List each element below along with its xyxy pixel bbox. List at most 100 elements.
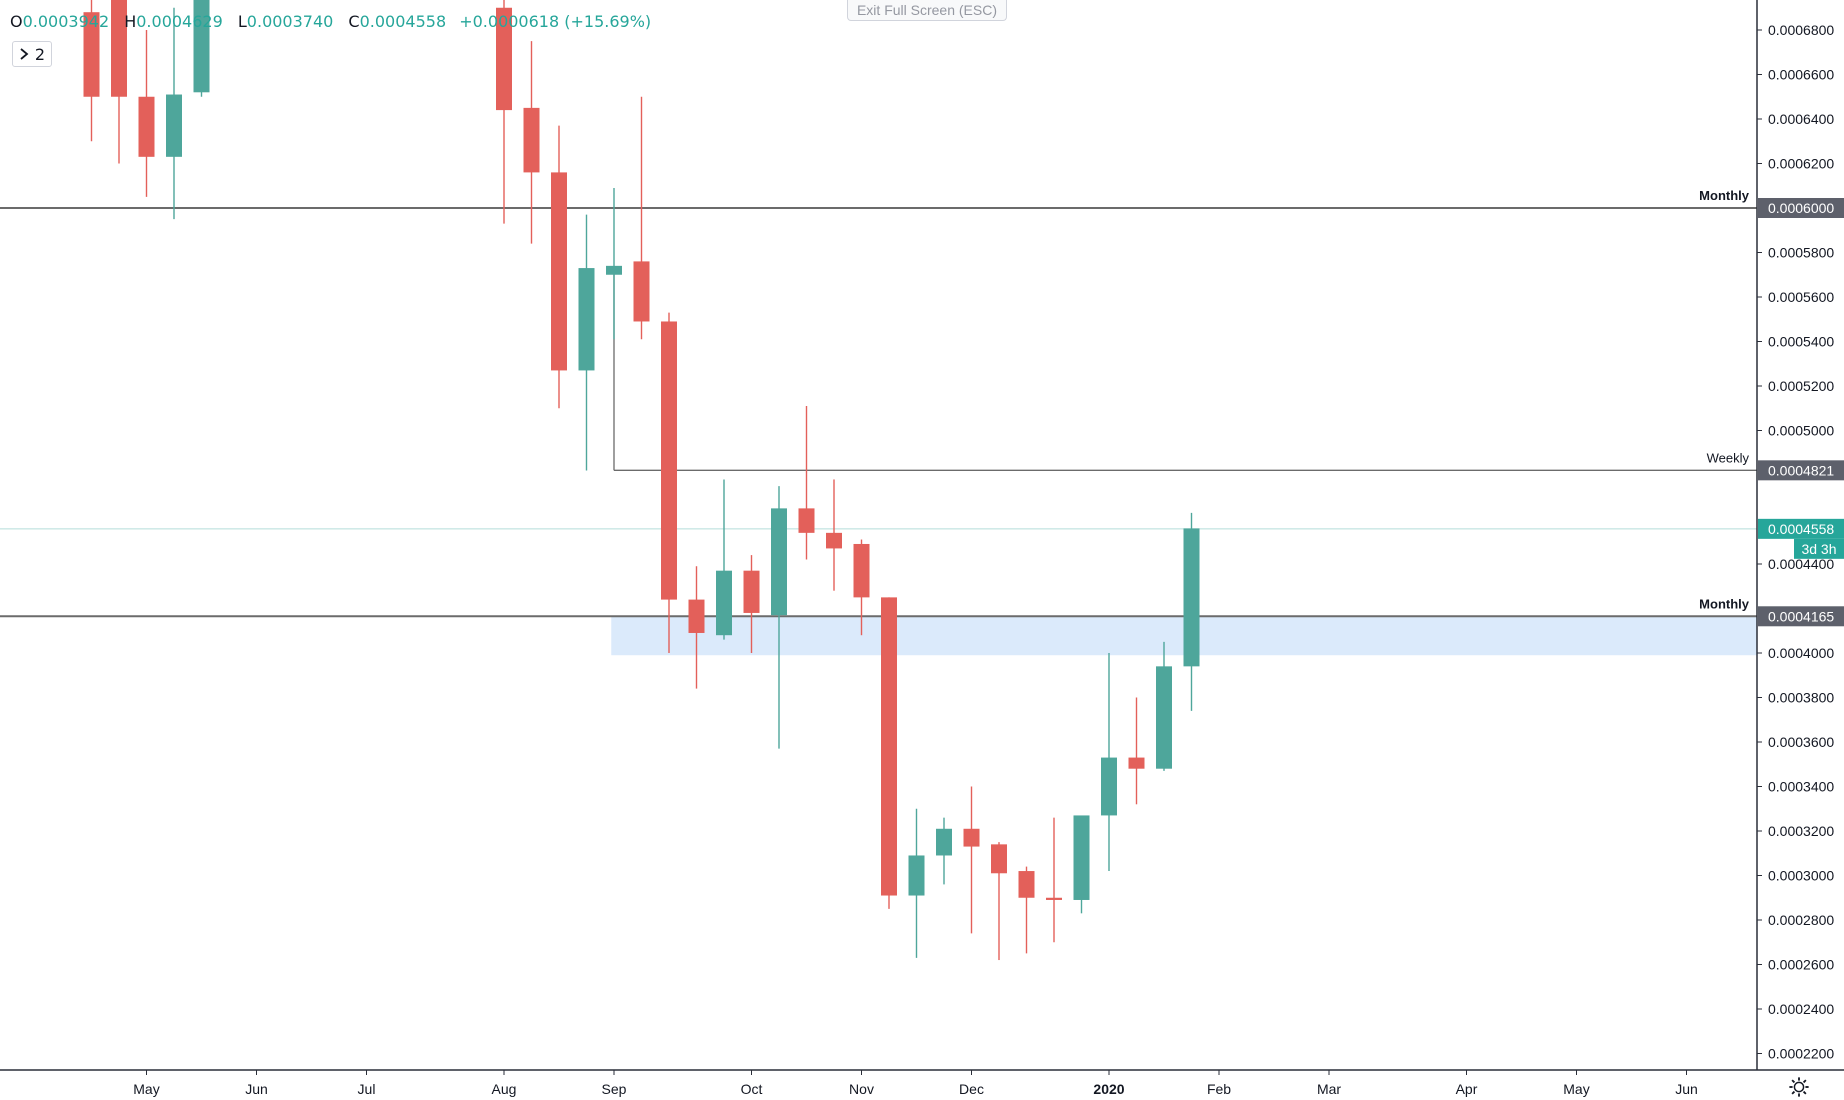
- candle: [1046, 817, 1062, 943]
- candle-body: [496, 7, 512, 111]
- candle-body: [1128, 757, 1145, 769]
- y-tick-label: 0.0002400: [1768, 1001, 1834, 1017]
- countdown-text: 3d 3h: [1801, 541, 1836, 557]
- candle-body: [991, 844, 1007, 874]
- y-tick-label: 0.0002200: [1768, 1046, 1834, 1062]
- x-tick-label: Feb: [1207, 1081, 1231, 1097]
- candle: [798, 406, 815, 560]
- candle-body: [606, 265, 622, 275]
- current-price-label-text: 0.0004558: [1768, 521, 1834, 537]
- y-tick-label: 0.0003000: [1768, 868, 1834, 884]
- exit-fullscreen-button[interactable]: Exit Full Screen (ESC): [847, 0, 1007, 21]
- high-value: 0.0004629: [136, 12, 223, 31]
- x-tick-label: Jun: [245, 1081, 268, 1097]
- y-tick-label: 0.0006800: [1768, 22, 1834, 38]
- x-tick-label: Dec: [959, 1081, 984, 1097]
- y-tick-label: 0.0006200: [1768, 156, 1834, 172]
- y-tick-label: 0.0004000: [1768, 645, 1834, 661]
- candles: [83, 0, 1200, 961]
- candle-body: [1073, 815, 1090, 900]
- y-tick-label: 0.0003600: [1768, 734, 1834, 750]
- x-tick-label: Apr: [1456, 1081, 1478, 1097]
- level-price-label-box: [1758, 198, 1844, 218]
- level-label: Monthly: [1699, 596, 1750, 611]
- candle: [633, 96, 650, 340]
- open-key: O: [10, 12, 23, 31]
- x-tick-label: Oct: [741, 1081, 763, 1097]
- candle: [688, 566, 705, 689]
- candle: [1101, 653, 1117, 872]
- change-value: +0.0000618 (+15.69%): [459, 12, 652, 31]
- candle: [523, 41, 540, 244]
- candle: [111, 0, 127, 164]
- candle-body: [551, 172, 567, 371]
- candle: [578, 214, 595, 471]
- x-tick-label: Mar: [1317, 1081, 1341, 1097]
- candle-body: [936, 828, 952, 856]
- low-value: 0.0003740: [246, 12, 334, 31]
- level-label: Weekly: [1707, 450, 1750, 465]
- level-label: Monthly: [1699, 188, 1750, 203]
- candle-body: [523, 107, 540, 173]
- candle: [1183, 512, 1200, 711]
- candle-body: [166, 94, 182, 157]
- candle: [743, 555, 760, 653]
- candle-body: [798, 508, 815, 533]
- candle: [1156, 641, 1172, 771]
- candle: [193, 0, 210, 97]
- horizontal-levels: Monthly Weekly Monthly: [0, 188, 1757, 618]
- candle: [606, 187, 622, 340]
- y-tick-label: 0.0005200: [1768, 378, 1834, 394]
- candle-body: [881, 597, 897, 896]
- y-tick-label: 0.0005800: [1768, 245, 1834, 261]
- candle-body: [661, 321, 677, 600]
- candle-body: [826, 532, 842, 549]
- candle-body: [138, 96, 155, 157]
- level-price-label-box: [1758, 606, 1844, 627]
- collapse-indicators-button[interactable]: 2: [12, 41, 52, 67]
- gear-icon[interactable]: [1788, 1076, 1810, 1098]
- candle-body: [853, 543, 870, 598]
- candle: [496, 0, 512, 224]
- y-tick-label: 0.0006600: [1768, 67, 1834, 83]
- x-tick-label: 2020: [1093, 1081, 1124, 1097]
- indicator-count: 2: [34, 44, 46, 64]
- close-value: 0.0004558: [359, 12, 447, 31]
- candle-body: [908, 855, 925, 896]
- candle: [853, 539, 870, 636]
- low-key: L: [237, 12, 247, 31]
- candle: [138, 30, 155, 197]
- candle: [963, 786, 980, 934]
- candle-body: [83, 12, 100, 97]
- high-key: H: [124, 12, 137, 31]
- candle-body: [771, 508, 787, 616]
- close-key: C: [348, 12, 360, 31]
- candle: [771, 486, 787, 749]
- x-tick-label: May: [133, 1081, 159, 1097]
- candle-body: [111, 0, 127, 97]
- level-price-label-text: 0.0004821: [1768, 462, 1834, 478]
- countdown-box: [1794, 538, 1844, 559]
- x-tick-label: May: [1563, 1081, 1589, 1097]
- y-tick-label: 0.0002600: [1768, 957, 1834, 973]
- candle-body: [716, 570, 732, 636]
- candle-body: [1156, 666, 1172, 769]
- x-tick-label: Jul: [358, 1081, 376, 1097]
- y-tick-label: 0.0003400: [1768, 779, 1834, 795]
- candle: [83, 0, 100, 142]
- current-price-label-box: [1758, 518, 1844, 539]
- y-tick-label: 0.0003800: [1768, 690, 1834, 706]
- open-value: 0.0003942: [22, 12, 110, 31]
- level-price-label-text: 0.0004165: [1768, 608, 1834, 624]
- candle: [1073, 815, 1090, 914]
- x-tick-label: Jun: [1675, 1081, 1698, 1097]
- candle-body: [1018, 871, 1035, 898]
- x-tick-label: Aug: [492, 1081, 517, 1097]
- y-tick-label: 0.0005400: [1768, 334, 1834, 350]
- candle-body: [633, 261, 650, 322]
- y-tick-label: 0.0004400: [1768, 556, 1834, 572]
- candle: [881, 597, 897, 909]
- candle-body: [578, 268, 595, 371]
